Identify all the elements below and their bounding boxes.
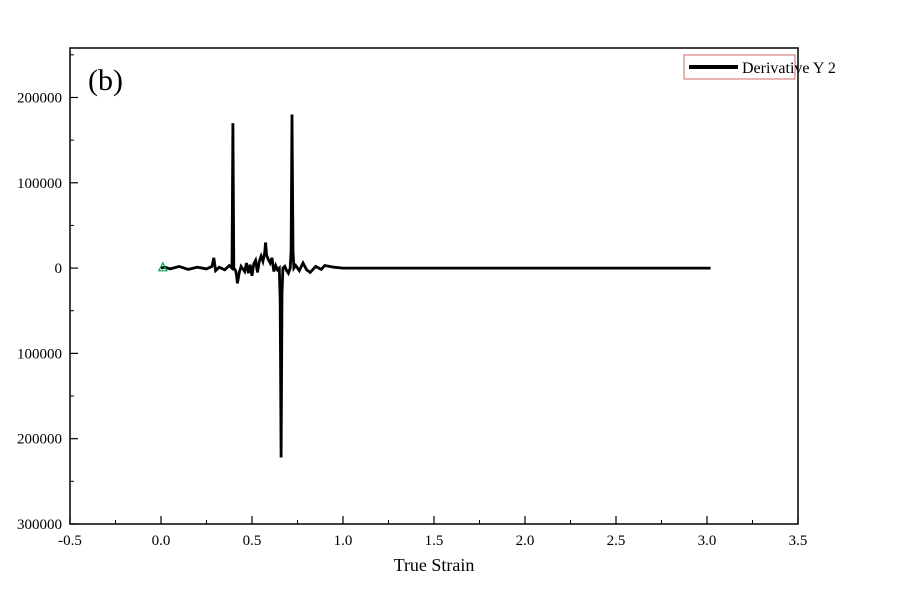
x-tick-label: -0.5 bbox=[58, 533, 82, 549]
plot-frame bbox=[69, 47, 799, 525]
x-tick-label: 2.5 bbox=[607, 533, 626, 549]
x-tick-label: 3.5 bbox=[789, 533, 808, 549]
panel-annotation-b: (b) bbox=[88, 64, 123, 97]
x-axis-title: True Strain bbox=[394, 555, 475, 575]
y-tick-label: 100000 bbox=[17, 176, 62, 192]
x-tick-label: 1.5 bbox=[425, 533, 444, 549]
plot-generated-layer: -0.5 0.0 0.5 1.0 1.5 2.0 2.5 3.0 3.5 200000 100000… bbox=[17, 47, 808, 549]
y-tick-label: 200000 bbox=[17, 90, 62, 106]
legend-label: Derivative Y 2 bbox=[742, 60, 836, 77]
series-derivative-y2 bbox=[160, 114, 711, 458]
y-tick-label: 300000 bbox=[17, 517, 62, 533]
x-tick-label: 3.0 bbox=[698, 533, 717, 549]
series-start-marker bbox=[157, 261, 168, 272]
x-tick-label: 2.0 bbox=[516, 533, 535, 549]
x-tick-label: 0.0 bbox=[152, 533, 171, 549]
y-tick-label: 200000 bbox=[17, 432, 62, 448]
y-tick-label: 0 bbox=[55, 261, 63, 277]
y-tick-label: 100000 bbox=[17, 346, 62, 362]
x-tick-label: 1.0 bbox=[334, 533, 353, 549]
x-tick-label: 0.5 bbox=[243, 533, 262, 549]
